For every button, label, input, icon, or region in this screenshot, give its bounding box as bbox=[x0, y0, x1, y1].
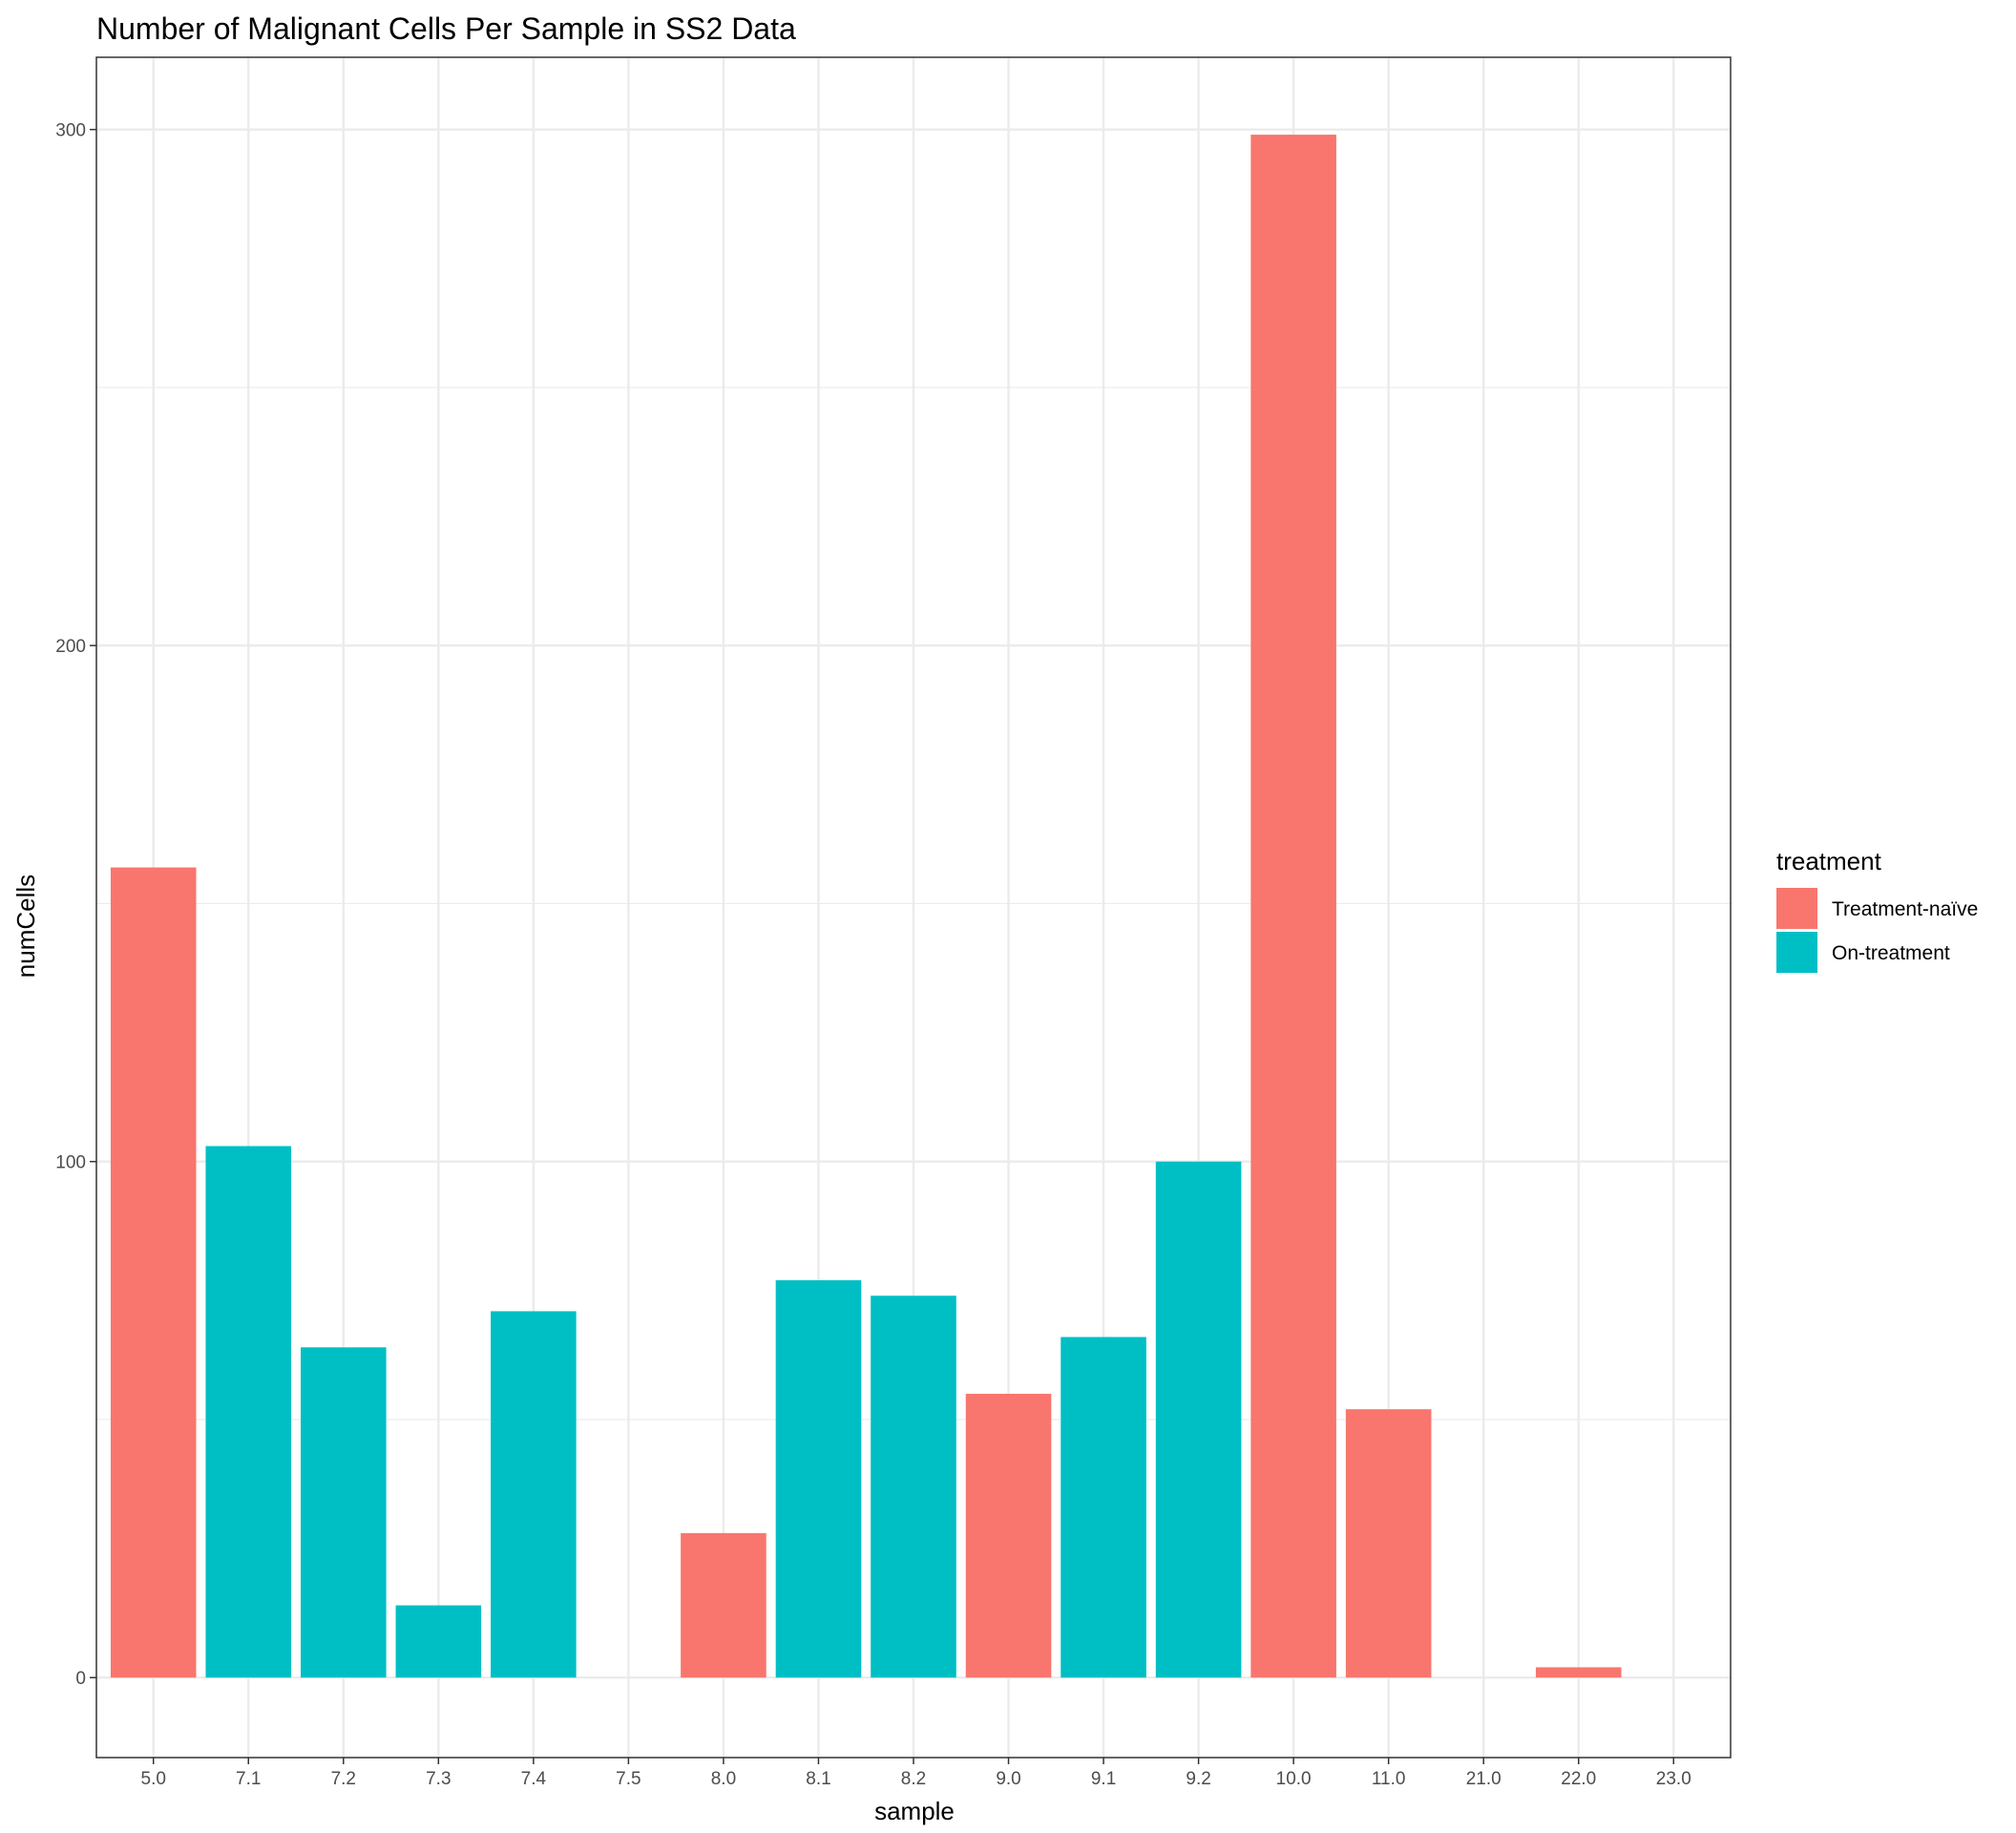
x-tick-label: 7.4 bbox=[521, 1769, 547, 1789]
x-tick-label: 21.0 bbox=[1466, 1769, 1502, 1789]
bar-8.0 bbox=[681, 1532, 766, 1678]
x-tick-label: 22.0 bbox=[1561, 1769, 1596, 1789]
x-tick-label: 23.0 bbox=[1656, 1769, 1691, 1789]
x-tick-label: 8.2 bbox=[901, 1769, 926, 1789]
legend-key-on-treatment bbox=[1776, 932, 1817, 973]
bar-22.0 bbox=[1535, 1667, 1622, 1678]
x-tick-label: 9.2 bbox=[1186, 1769, 1210, 1789]
y-axis: 0 100 200 300 bbox=[55, 121, 96, 1689]
y-axis-title: numCells bbox=[11, 874, 40, 978]
x-tick-label: 9.0 bbox=[996, 1769, 1020, 1789]
y-tick-label: 100 bbox=[55, 1153, 86, 1173]
x-tick-label: 7.1 bbox=[236, 1769, 261, 1789]
x-tick-label: 7.3 bbox=[426, 1769, 451, 1789]
y-tick-label: 200 bbox=[55, 637, 86, 657]
bar-11.0 bbox=[1345, 1409, 1432, 1678]
x-tick-label: 7.2 bbox=[331, 1769, 356, 1789]
bar-7.1 bbox=[205, 1146, 292, 1678]
x-tick-label: 8.1 bbox=[806, 1769, 830, 1789]
y-tick-label: 300 bbox=[55, 121, 86, 141]
legend-label-on-treatment: On-treatment bbox=[1832, 942, 1950, 964]
bar-8.1 bbox=[775, 1280, 862, 1678]
y-tick-label: 0 bbox=[75, 1669, 86, 1689]
bar-7.2 bbox=[301, 1347, 387, 1678]
x-tick-label: 11.0 bbox=[1372, 1769, 1406, 1789]
bar-9.2 bbox=[1155, 1161, 1242, 1678]
x-axis-title: sample bbox=[874, 1797, 955, 1825]
legend: treatment Treatment-naïve On-treatment bbox=[1776, 847, 1978, 973]
bar-8.2 bbox=[871, 1296, 956, 1678]
x-tick-label: 9.1 bbox=[1091, 1769, 1116, 1789]
bar-9.1 bbox=[1060, 1337, 1146, 1678]
x-tick-label: 10.0 bbox=[1276, 1769, 1312, 1789]
bar-10.0 bbox=[1250, 135, 1336, 1678]
x-tick-label: 8.0 bbox=[711, 1769, 736, 1789]
legend-key-treatment-naive bbox=[1776, 888, 1817, 929]
bar-5.0 bbox=[110, 867, 197, 1678]
bar-7.3 bbox=[395, 1605, 482, 1678]
x-tick-label: 5.0 bbox=[141, 1769, 166, 1789]
bar-9.0 bbox=[965, 1393, 1052, 1678]
chart-title: Number of Malignant Cells Per Sample in … bbox=[96, 11, 796, 46]
bar-7.4 bbox=[491, 1311, 577, 1678]
bars bbox=[110, 135, 1622, 1678]
legend-label-treatment-naive: Treatment-naïve bbox=[1832, 898, 1978, 920]
legend-title: treatment bbox=[1776, 847, 1882, 875]
x-axis: 5.0 7.1 7.2 7.3 7.4 7.5 8.0 8.1 8.2 9.0 9.1 9.2 10.0… bbox=[141, 1758, 1691, 1789]
x-tick-label: 7.5 bbox=[616, 1769, 640, 1789]
